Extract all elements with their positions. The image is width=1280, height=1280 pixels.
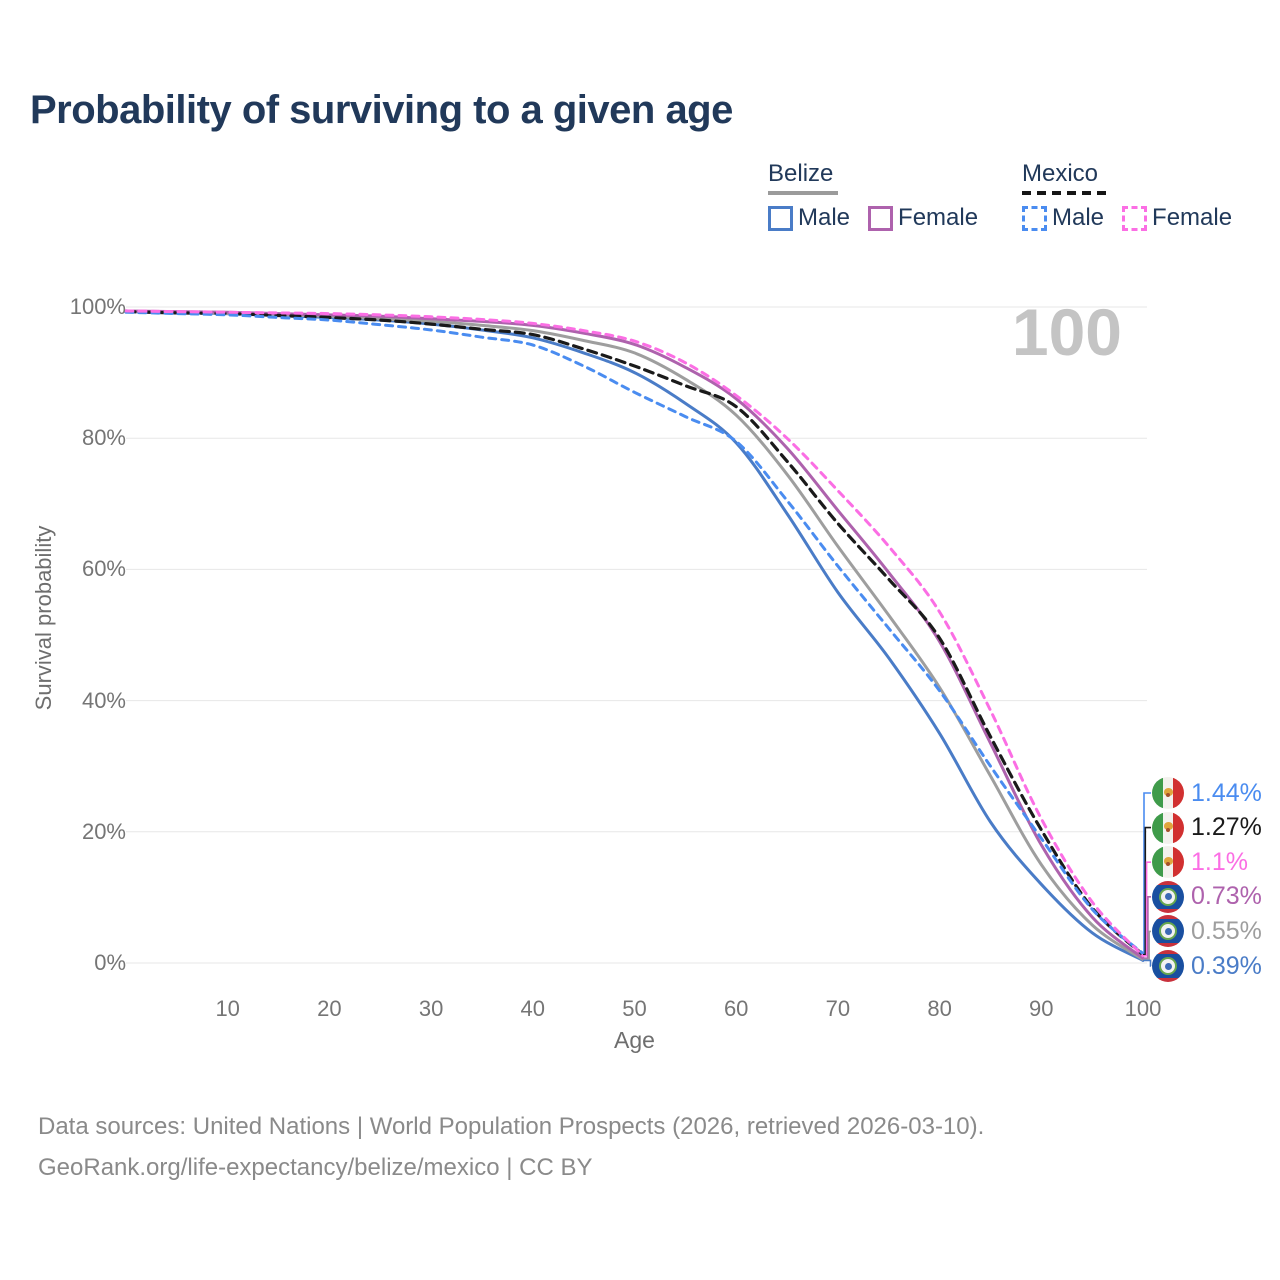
mexico-line-style-swatch — [1022, 191, 1106, 195]
belize-female-swatch-icon — [868, 205, 894, 231]
end-label-row: 1.1% — [1152, 846, 1248, 879]
legend-group-label-belize: Belize — [768, 160, 834, 187]
y-tick-label: 40% — [81, 687, 126, 713]
data-sources-text: Data sources: United Nations | World Pop… — [38, 1113, 985, 1140]
leader-line — [1143, 861, 1151, 957]
end-label-value: 1.27% — [1191, 813, 1262, 842]
leader-line — [1143, 930, 1151, 961]
leader-line — [1143, 826, 1151, 956]
legend-item-label: Male — [1052, 204, 1105, 231]
leader-line — [1143, 896, 1151, 959]
x-tick-label: 90 — [1029, 996, 1054, 1021]
x-tick-label: 80 — [927, 996, 952, 1021]
belize-line-style-swatch — [768, 191, 838, 195]
legend-item-label: Female — [1152, 204, 1233, 231]
end-label-row: 1.27% — [1152, 811, 1262, 844]
x-tick-label: 70 — [825, 996, 851, 1021]
end-label-value: 0.73% — [1191, 882, 1262, 911]
mexico-female-swatch-icon — [1122, 205, 1148, 231]
end-label-value: 1.1% — [1191, 847, 1248, 876]
legend-group-label-mexico: Mexico — [1022, 160, 1099, 187]
belize-flag-icon — [1152, 915, 1184, 948]
legend-group-belize: Belize Male Female — [768, 160, 978, 232]
x-tick-label: 20 — [317, 996, 342, 1021]
y-axis-title: Survival probability — [31, 525, 56, 711]
leader-line — [1143, 959, 1152, 967]
mexico-male-swatch-icon — [1022, 205, 1047, 231]
x-tick-label: 60 — [723, 996, 749, 1021]
x-tick-label: 10 — [215, 996, 240, 1021]
y-tick-label: 60% — [81, 556, 126, 582]
series-line-belize-female — [124, 309, 1145, 960]
y-tick-label: 0% — [94, 950, 126, 975]
end-label-value: 0.55% — [1191, 916, 1262, 945]
legend-group-mexico: Mexico Male Female — [1022, 160, 1232, 232]
series-line-mexico-female — [124, 309, 1145, 958]
belize-flag-icon — [1152, 880, 1184, 913]
legend-item-belize-female[interactable]: Female — [868, 204, 978, 232]
x-tick-label: 100 — [1124, 996, 1162, 1021]
legend-item-belize-male[interactable]: Male — [768, 204, 850, 232]
series-line-mexico-male — [124, 310, 1145, 956]
x-tick-label: 50 — [622, 996, 647, 1021]
end-label-row: 0.55% — [1152, 915, 1262, 948]
y-tick-label: 80% — [81, 425, 126, 451]
end-label-row: 0.73% — [1152, 880, 1262, 913]
legend-item-mexico-male[interactable]: Male — [1022, 204, 1104, 232]
end-label-value: 0.39% — [1191, 951, 1262, 980]
attribution-text: GeoRank.org/life-expectancy/belize/mexic… — [38, 1154, 593, 1182]
series-line-belize-male — [124, 310, 1145, 962]
belize-male-swatch-icon — [768, 205, 793, 231]
legend-item-mexico-female[interactable]: Female — [1122, 204, 1232, 232]
mexico-flag-icon — [1152, 777, 1184, 809]
x-tick-label: 30 — [418, 996, 444, 1021]
page-title: Probability of surviving to a given age — [30, 88, 733, 132]
end-label-row: 1.44% — [1152, 777, 1262, 809]
x-tick-label: 40 — [520, 996, 546, 1021]
end-label-row: 0.39% — [1152, 950, 1262, 982]
footer: Data sources: United Nations | World Pop… — [38, 1106, 984, 1189]
x-axis-title: Age — [614, 1027, 655, 1053]
mexico-flag-icon — [1152, 811, 1184, 844]
series-line-mexico-both-sexes — [124, 309, 1145, 957]
age-counter: 100 — [1011, 295, 1122, 369]
end-label-value: 1.44% — [1191, 778, 1262, 807]
y-tick-label: 100% — [69, 294, 126, 319]
series-line-belize-both-sexes — [124, 310, 1145, 961]
belize-flag-icon — [1152, 950, 1184, 982]
mexico-flag-icon — [1152, 846, 1184, 879]
legend-item-label: Male — [798, 204, 851, 231]
leader-line — [1143, 792, 1151, 955]
legend-item-label: Female — [898, 204, 979, 231]
y-tick-label: 20% — [81, 818, 126, 844]
